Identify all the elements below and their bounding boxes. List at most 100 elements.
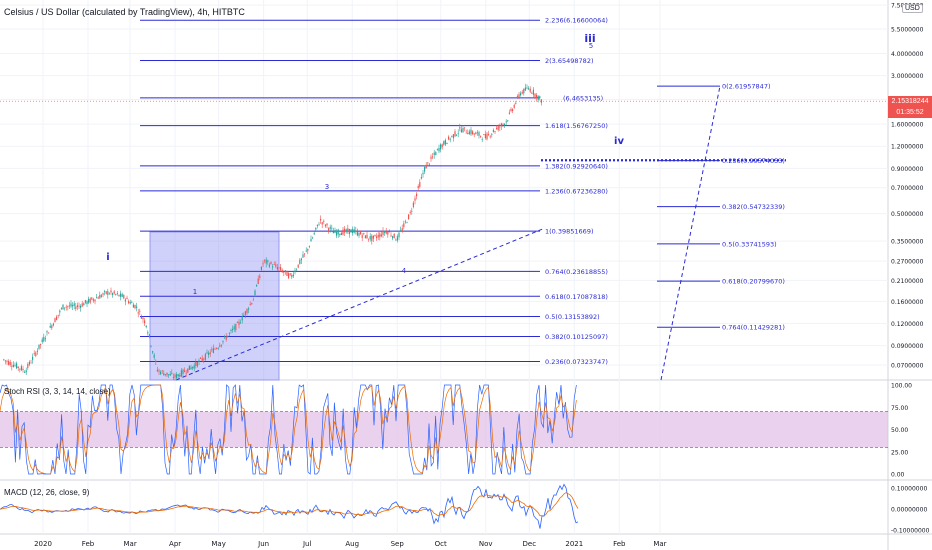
price-candle-body (123, 295, 125, 299)
price-candle-body (41, 339, 43, 342)
price-candle-body (180, 370, 183, 377)
price-candle-body (528, 88, 530, 90)
price-candle-body (33, 353, 35, 354)
price-candle-body (131, 302, 133, 304)
price-candle-body (156, 369, 159, 372)
y-tick-label: 0.0700000 (891, 363, 924, 370)
price-candle-body (323, 220, 325, 222)
price-candle-body (262, 263, 264, 265)
price-candle-body (14, 365, 16, 366)
price-candle-body (257, 278, 259, 284)
price-candle-body (49, 325, 51, 328)
price-candle-body (265, 259, 267, 264)
price-candle-body (59, 310, 61, 313)
price-candle-body (244, 311, 247, 315)
price-candle-body (267, 260, 269, 262)
fib-projection-label: 0.382(0.54732339) (722, 203, 785, 211)
price-candle-body (336, 232, 338, 236)
price-candle-body (425, 164, 427, 169)
price-candle-body (312, 237, 314, 239)
price-candle-body (417, 186, 419, 189)
price-candle-body (222, 340, 224, 342)
price-candle-body (177, 374, 179, 377)
macd-label[interactable]: MACD (12, 26, close, 9) (4, 488, 90, 497)
price-candle-body (126, 297, 128, 300)
price-candle-body (251, 303, 253, 305)
price-candle-body (68, 305, 71, 307)
price-candle-body (209, 352, 211, 354)
price-candle-body (51, 325, 53, 329)
price-candle-body (364, 235, 367, 239)
fib-retracement-label: 0.236(0.07323747) (545, 358, 608, 366)
fib-retracement-label: 1.382(0.92920640) (545, 162, 608, 170)
stoch-y-tick-label: 50.00 (891, 427, 908, 434)
y-tick-label: 0.3500000 (891, 239, 924, 246)
price-candle-body (280, 267, 282, 271)
price-candle-body (238, 321, 240, 325)
price-candle-body (532, 89, 535, 95)
price-candle-body (537, 95, 539, 100)
price-candle-body (96, 297, 98, 299)
price-candle-body (345, 229, 347, 232)
price-candle-body (390, 235, 392, 237)
price-candle-body (499, 126, 501, 128)
elliott-wave-label: 4 (402, 267, 407, 275)
x-tick-label: 2021 (565, 540, 583, 548)
price-candle-body (235, 324, 237, 331)
price-candle-body (470, 129, 472, 135)
price-candle-body (524, 87, 527, 91)
price-candle-body (211, 349, 213, 351)
price-candle-body (515, 102, 517, 104)
current-price-tag: 2.15318244 (888, 96, 932, 107)
elliott-wave-label: iii (584, 32, 595, 45)
price-candle-body (140, 316, 143, 319)
price-candle-body (22, 368, 24, 371)
price-candle-body (249, 304, 251, 305)
price-candle-body (398, 232, 400, 238)
fib-retracement-label: 0.5(0.13153892) (545, 313, 600, 321)
price-candle-body (89, 298, 91, 303)
price-candle-body (432, 156, 434, 158)
price-candle-body (473, 133, 475, 135)
price-candle-body (480, 135, 482, 137)
price-candle-body (300, 258, 303, 261)
price-candle-body (190, 367, 192, 370)
price-candle-body (411, 210, 413, 212)
price-candle-body (64, 307, 66, 309)
price-candle-body (121, 294, 123, 297)
price-candle-body (540, 99, 543, 103)
price-candle-body (102, 293, 104, 295)
price-candle-body (520, 93, 522, 96)
price-candle-body (67, 306, 69, 307)
price-candle-body (54, 318, 56, 323)
price-candle-body (192, 366, 194, 369)
price-candle-body (281, 269, 283, 273)
fib-projection-label: 0(2.61957847) (722, 83, 771, 91)
price-candle-body (328, 228, 330, 231)
price-candle-body (358, 233, 360, 236)
price-candle-body (171, 372, 173, 374)
price-candle-body (452, 134, 455, 139)
price-candle-body (529, 88, 531, 92)
price-candle-body (508, 112, 511, 114)
price-candle-body (339, 233, 341, 235)
price-candle-body (352, 229, 354, 234)
y-tick-label: 0.7000000 (891, 185, 924, 192)
price-candle-body (476, 132, 479, 134)
price-candle-body (361, 235, 363, 238)
price-candle-body (304, 253, 306, 255)
currency-badge[interactable]: USD (902, 4, 923, 13)
stoch-rsi-label[interactable]: Stoch RSI (3, 3, 14, 14, close) (4, 387, 111, 396)
price-candle-body (348, 228, 351, 235)
price-candle-body (203, 358, 205, 360)
price-candle-body (32, 356, 34, 360)
price-candle-body (212, 348, 215, 353)
price-candle-body (491, 133, 493, 135)
price-candle-body (526, 87, 528, 89)
price-candle-body (179, 374, 181, 377)
price-candle-body (318, 224, 320, 226)
price-candle-body (504, 123, 506, 126)
price-candle-body (534, 93, 536, 97)
price-candle-body (132, 304, 135, 308)
